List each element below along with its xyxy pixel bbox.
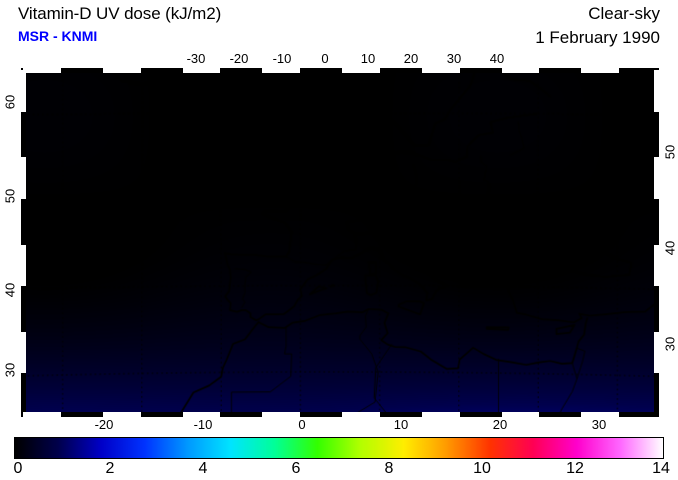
axis-top-tick-label: -30 <box>186 51 206 66</box>
colorbar-tick-label: 0 <box>13 460 23 477</box>
axis-tick-gap <box>182 68 221 73</box>
colorbar-tick-label: 8 <box>384 460 394 477</box>
axis-right-tick-label: 50 <box>662 144 678 160</box>
axis-top-ticks <box>21 68 659 73</box>
uv-dose-heatmap <box>23 70 657 415</box>
axis-tick-gap <box>501 68 540 73</box>
axis-tick-gap <box>654 331 659 374</box>
axis-top-tick-label: 30 <box>446 51 462 66</box>
axis-top-tick-label: -10 <box>272 51 292 66</box>
axis-top-tick-label: 20 <box>403 51 419 66</box>
axis-left-ticks <box>21 68 26 417</box>
axis-tick-gap <box>581 68 620 73</box>
page-title: Vitamin-D UV dose (kJ/m2) <box>18 4 222 23</box>
axis-tick-gap <box>421 412 460 417</box>
axis-left-tick-label: 40 <box>2 282 18 298</box>
axis-right-tick-label: 40 <box>662 240 678 256</box>
colorbar-tick-label: 14 <box>652 460 670 477</box>
axis-tick-gap <box>23 68 61 73</box>
axis-bottom-tick-label: 0 <box>298 417 306 432</box>
colorbar-tick-label: 12 <box>566 460 584 477</box>
axis-tick-gap <box>262 68 301 73</box>
axis-tick-gap <box>21 331 26 374</box>
condition-label: Clear-sky <box>588 4 660 23</box>
axis-left-tick-label: 30 <box>2 362 18 378</box>
colorbar-tick-label: 6 <box>291 460 301 477</box>
axis-tick-gap <box>21 157 26 199</box>
map-plot-area <box>21 68 659 417</box>
axis-top-tick-label: 40 <box>489 51 505 66</box>
axis-tick-gap <box>21 244 26 287</box>
colorbar-tick-label: 2 <box>105 460 115 477</box>
axis-top-tick-label: -20 <box>229 51 249 66</box>
date-label: 1 February 1990 <box>535 28 660 47</box>
axis-tick-gap <box>421 68 460 73</box>
axis-tick-gap <box>102 412 141 417</box>
axis-tick-gap <box>182 412 221 417</box>
colorbar <box>14 437 664 459</box>
axis-right-ticks <box>654 68 659 417</box>
axis-tick-gap <box>102 68 141 73</box>
colorbar-tick-label: 4 <box>198 460 208 477</box>
axis-tick-gap <box>342 68 380 73</box>
axis-top-tick-label: 0 <box>321 51 329 66</box>
axis-tick-gap <box>654 244 659 287</box>
axis-right-tick-label: 30 <box>662 336 678 352</box>
axis-bottom-ticks <box>21 412 659 417</box>
axis-bottom-tick-label: -20 <box>94 417 114 432</box>
axis-tick-gap <box>501 412 540 417</box>
axis-bottom-tick-label: 20 <box>492 417 508 432</box>
axis-tick-gap <box>23 412 61 417</box>
axis-tick-gap <box>342 412 380 417</box>
axis-tick-gap <box>262 412 301 417</box>
colorbar-gradient <box>14 437 664 459</box>
axis-bottom-tick-label: 30 <box>591 417 607 432</box>
axis-top-tick-label: 10 <box>360 51 376 66</box>
axis-tick-gap <box>654 157 659 199</box>
source-label: MSR - KNMI <box>18 28 98 44</box>
axis-bottom-tick-label: -10 <box>193 417 213 432</box>
axis-tick-gap <box>21 70 26 112</box>
axis-tick-gap <box>654 70 659 112</box>
axis-left-tick-label: 60 <box>2 94 18 110</box>
axis-bottom-tick-label: 10 <box>393 417 409 432</box>
axis-left-tick-label: 50 <box>2 188 18 204</box>
axis-tick-gap <box>581 412 620 417</box>
colorbar-tick-label: 10 <box>473 460 491 477</box>
